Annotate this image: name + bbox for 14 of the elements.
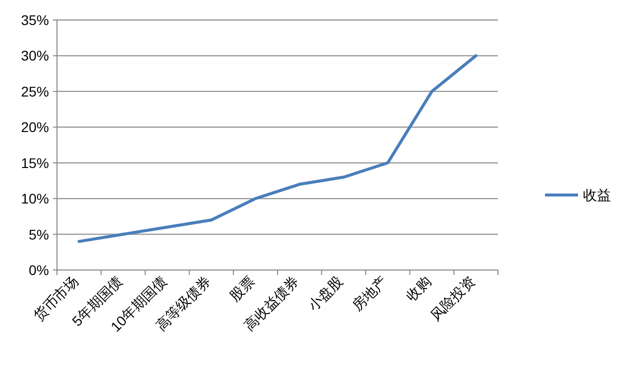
x-tick-label: 股票 <box>226 272 258 304</box>
y-tick-label: 0% <box>28 262 49 278</box>
y-tick-label: 35% <box>20 12 49 28</box>
legend-label: 收益 <box>583 187 611 203</box>
y-tick-label: 30% <box>20 48 49 64</box>
y-tick-label: 20% <box>20 119 49 136</box>
y-tick-label: 15% <box>20 154 49 171</box>
x-tick-label: 收购 <box>402 272 434 304</box>
y-tick-label: 25% <box>20 83 49 100</box>
y-tick-label: 5% <box>28 226 49 242</box>
x-tick-label: 房地产 <box>348 272 390 314</box>
line-series <box>78 54 478 243</box>
x-tick-label: 小盘股 <box>304 272 346 314</box>
y-tick-label: 10% <box>20 190 49 207</box>
